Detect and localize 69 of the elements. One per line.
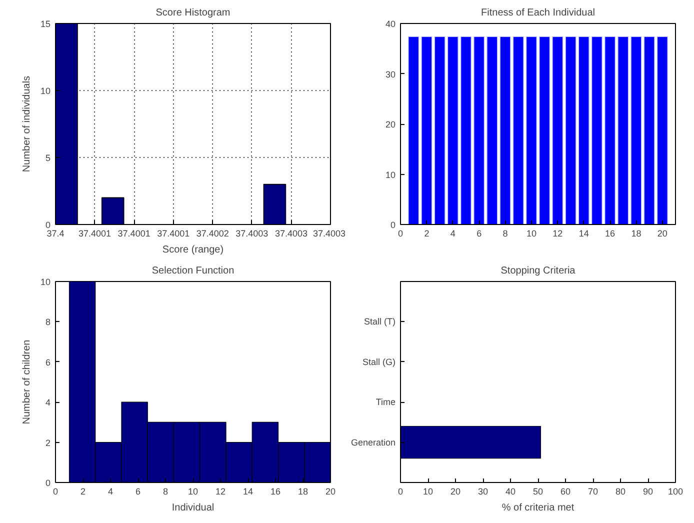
x-tick-label: 37.4002 (196, 228, 229, 238)
x-tick-label: 12 (215, 486, 226, 496)
x-axis-title: Individual (172, 502, 214, 514)
y-tick-label: 10 (385, 170, 396, 180)
x-tick-label: 20 (657, 228, 668, 238)
y-tick-label: Generation (350, 437, 396, 448)
x-tick-label: 0 (398, 486, 404, 496)
y-tick-label: 0 (45, 478, 51, 488)
x-tick-label: 14 (242, 486, 254, 496)
x-tick-label: 4 (108, 486, 114, 496)
y-tick-label: 15 (40, 19, 51, 29)
x-tick-label: 40 (505, 486, 516, 496)
y-tick-label: 40 (385, 19, 396, 29)
x-tick-label: 20 (325, 486, 336, 496)
x-tick-label: 0 (52, 486, 58, 496)
x-tick-label: 12 (552, 228, 563, 238)
y-tick-label: 6 (45, 357, 51, 368)
x-tick-label: 100 (668, 486, 684, 496)
y-tick-label: Stall (T) (364, 316, 396, 327)
y-tick-label: Stall (G) (362, 356, 396, 367)
chart-title: Score Histogram (156, 8, 230, 18)
y-axis-title: Number of children (21, 340, 32, 424)
x-tick-label: 8 (162, 486, 168, 496)
x-tick-label: 37.4003 (274, 228, 308, 238)
y-tick-label: 20 (385, 120, 396, 130)
x-tick-label: 90 (642, 486, 654, 496)
x-tick-label: 0 (398, 228, 404, 238)
x-axis-title: Score (range) (162, 244, 224, 256)
x-tick-label: 2 (424, 228, 430, 238)
x-tick-label: 18 (298, 486, 308, 496)
x-tick-label: 16 (270, 486, 281, 496)
y-tick-label: 2 (45, 438, 51, 448)
y-tick-label: 30 (385, 69, 396, 80)
x-tick-label: 37.4 (46, 228, 64, 238)
chart-title: Selection Function (152, 266, 234, 276)
x-tick-label: 37.4003 (236, 228, 268, 238)
y-tick-label: Time (376, 397, 396, 408)
x-tick-label: 10 (526, 228, 536, 238)
x-axis-title: % of criteria met (502, 502, 574, 514)
x-tick-label: 30 (478, 486, 488, 496)
x-tick-label: 2 (80, 486, 86, 496)
x-tick-label: 8 (502, 228, 508, 238)
x-tick-label: 16 (605, 228, 616, 238)
chart-title: Stopping Criteria (500, 266, 576, 276)
x-tick-label: 10 (422, 486, 434, 496)
y-tick-label: 4 (45, 398, 51, 408)
x-tick-label: 14 (578, 228, 589, 238)
x-tick-label: 37.4003 (312, 228, 346, 238)
x-tick-label: 6 (135, 486, 141, 496)
x-tick-label: 37.4001 (78, 228, 112, 238)
x-tick-label: 60 (560, 486, 571, 496)
chart-title: Fitness of Each Individual (481, 8, 595, 18)
x-tick-label: 70 (588, 486, 598, 496)
y-tick-label: 8 (45, 317, 51, 328)
x-tick-label: 20 (450, 486, 461, 496)
x-tick-label: 37.4001 (118, 228, 150, 238)
y-tick-label: 0 (45, 220, 51, 230)
x-tick-label: 10 (188, 486, 198, 496)
x-tick-label: 37.4001 (157, 228, 190, 238)
x-tick-label: 80 (615, 486, 626, 496)
y-tick-label: 5 (45, 153, 51, 163)
y-tick-label: 0 (390, 220, 396, 230)
y-tick-label: 10 (40, 277, 51, 287)
x-tick-label: 18 (631, 228, 642, 238)
x-tick-label: 50 (532, 486, 544, 496)
x-tick-label: 6 (476, 228, 482, 238)
y-axis-title: Number of individuals (21, 76, 32, 172)
x-tick-label: 4 (450, 228, 456, 238)
y-tick-label: 10 (40, 86, 51, 96)
